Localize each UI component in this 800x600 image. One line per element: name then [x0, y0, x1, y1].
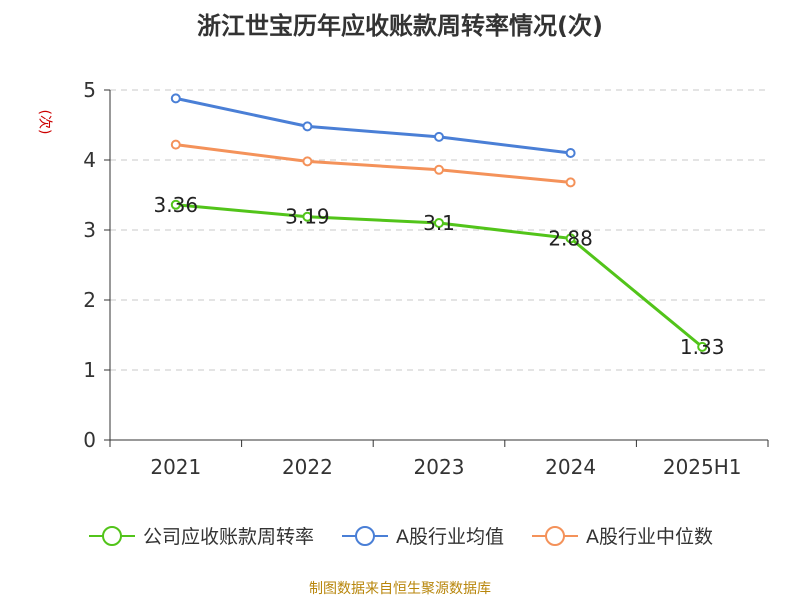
series-line-1 — [175, 96, 571, 155]
legend-marker-icon — [88, 525, 135, 546]
legend: 公司应收账款周转率 A股行业均值 A股行业中位数 — [0, 522, 800, 549]
data-point — [565, 233, 576, 244]
y-tick-label: 3 — [83, 218, 96, 242]
data-source: 制图数据来自恒生聚源数据库 — [309, 581, 491, 597]
data-label: 1.33 — [680, 335, 725, 359]
x-tick-label: 2024 — [545, 455, 596, 479]
legend-item-median[interactable]: A股行业中位数 — [530, 522, 713, 549]
y-tick-label: 5 — [83, 78, 96, 102]
x-tick-label: 2023 — [414, 455, 465, 479]
legend-item-company[interactable]: 公司应收账款周转率 — [87, 522, 314, 549]
legend-marker-icon — [342, 525, 388, 546]
y-tick-label: 1 — [83, 358, 96, 382]
y-tick-label: 2 — [83, 288, 96, 312]
data-point — [302, 121, 313, 132]
legend-marker-icon — [532, 525, 578, 546]
data-point — [170, 199, 181, 210]
data-point — [434, 164, 444, 175]
data-point — [170, 93, 181, 104]
series-line-2 — [175, 143, 571, 184]
data-point — [434, 131, 444, 142]
legend-item-mean[interactable]: A股行业均值 — [340, 522, 504, 549]
legend-label-company: 公司应收账款周转率 — [142, 526, 314, 548]
data-point — [565, 177, 576, 188]
x-tick-label: 2025H1 — [663, 455, 742, 479]
y-tick-label: 4 — [83, 148, 96, 172]
x-tick-label: 2021 — [150, 455, 201, 479]
data-label: 2.88 — [548, 226, 593, 250]
data-label: 3.19 — [285, 205, 330, 229]
data-label: 3.36 — [154, 193, 199, 217]
chart-title: 浙江世宝历年应收账款周转率情况(次) — [197, 12, 603, 40]
legend-label-median: A股行业中位数 — [586, 526, 713, 548]
data-point — [302, 211, 313, 222]
data-label: 3.1 — [423, 211, 455, 235]
data-point — [565, 148, 576, 158]
data-point — [697, 341, 708, 352]
data-point — [302, 156, 313, 167]
x-tick-label: 2022 — [282, 455, 333, 479]
data-point — [434, 218, 444, 228]
data-point — [170, 139, 181, 150]
y-tick-label: 0 — [83, 428, 96, 452]
legend-label-mean: A股行业均值 — [396, 526, 504, 548]
